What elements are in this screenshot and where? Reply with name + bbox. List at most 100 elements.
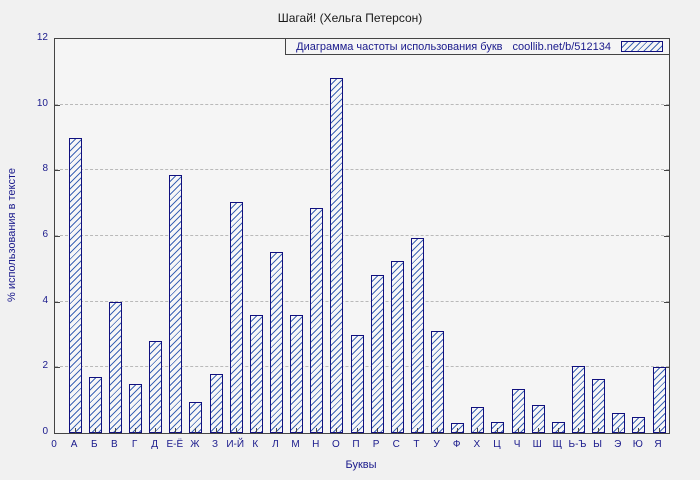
x-tick-label: С — [392, 439, 400, 450]
y-tick-label: 2 — [42, 360, 48, 372]
x-tick-mark — [598, 428, 600, 433]
bar — [350, 334, 364, 433]
x-tick-mark — [74, 428, 76, 433]
bar — [129, 383, 143, 433]
x-tick-label: А — [70, 439, 78, 450]
x-origin-label: 0 — [51, 439, 57, 450]
x-tick-label: З — [212, 439, 219, 450]
x-tick-mark — [336, 428, 338, 433]
bar — [390, 260, 404, 433]
y-tick-mark — [55, 367, 60, 369]
x-tick-mark — [416, 428, 418, 433]
x-tick-mark — [557, 428, 559, 433]
x-tick-mark — [195, 428, 197, 433]
y-tick-mark — [664, 301, 669, 303]
bar — [269, 252, 283, 433]
x-tick-mark — [638, 428, 640, 433]
x-tick-mark — [94, 428, 96, 433]
x-tick-mark — [316, 428, 318, 433]
x-tick-mark — [215, 428, 217, 433]
gridline — [55, 169, 669, 171]
x-tick-label: Г — [131, 439, 138, 450]
x-tick-label: М — [291, 439, 300, 450]
y-tick-mark — [55, 236, 60, 237]
y-tick-mark — [55, 170, 60, 172]
bar — [108, 301, 122, 433]
x-axis-label: Буквы — [345, 459, 377, 471]
y-tick-label: 0 — [42, 426, 48, 437]
bar — [370, 275, 384, 433]
x-tick-label: Ш — [532, 439, 542, 450]
bar — [592, 378, 606, 433]
x-tick-label: К — [252, 439, 259, 450]
bar — [68, 137, 82, 433]
bar — [209, 373, 223, 433]
gridline — [55, 300, 669, 302]
gridline — [55, 103, 669, 105]
x-tick-mark — [356, 428, 358, 433]
x-tick-mark — [175, 428, 177, 433]
x-tick-mark — [376, 428, 378, 433]
chart-title: Шагай! (Хельга Петерсон) — [277, 11, 423, 25]
x-tick-label: Е-Ё — [166, 439, 184, 450]
x-tick-mark — [457, 428, 459, 433]
y-tick-mark — [664, 170, 669, 172]
x-tick-label: Ы — [593, 439, 603, 450]
x-tick-mark — [658, 428, 660, 433]
x-tick-label: Я — [654, 439, 662, 450]
x-tick-mark — [255, 428, 257, 433]
x-tick-label: Т — [413, 439, 420, 450]
x-tick-label: Щ — [552, 439, 563, 450]
legend-label: Диаграмма частоты использования букв — [296, 40, 503, 53]
plot-area: Диаграмма частоты использования букв coo… — [54, 38, 670, 434]
bar — [149, 341, 163, 433]
x-tick-label: Р — [372, 439, 380, 450]
x-tick-mark — [396, 428, 398, 433]
x-tick-mark — [517, 428, 519, 433]
x-tick-mark — [155, 428, 157, 433]
x-tick-label: Ь-Ъ — [568, 439, 587, 450]
legend: Диаграмма частоты использования букв coo… — [285, 39, 669, 55]
x-tick-label: Ф — [452, 439, 461, 450]
y-tick-label: 12 — [36, 32, 48, 43]
bar — [511, 388, 525, 433]
x-tick-label: И-Й — [226, 439, 245, 450]
x-tick-label: Л — [272, 439, 279, 450]
y-tick-mark — [664, 367, 669, 369]
bar — [310, 208, 324, 433]
x-tick-mark — [577, 428, 579, 433]
x-tick-mark — [296, 428, 298, 433]
bar — [330, 78, 344, 433]
y-tick-mark — [55, 104, 60, 106]
x-tick-label: Ц — [493, 439, 501, 450]
x-tick-label: Б — [90, 439, 98, 450]
bar — [249, 314, 263, 433]
x-tick-mark — [497, 428, 499, 433]
x-tick-label: Ж — [190, 439, 200, 450]
x-tick-label: Ч — [513, 439, 521, 450]
x-tick-label: У — [433, 439, 440, 450]
x-tick-label: Э — [614, 439, 622, 450]
y-tick-mark — [55, 301, 60, 303]
bar — [471, 406, 485, 433]
x-tick-mark — [275, 428, 277, 433]
x-tick-label: Ю — [632, 439, 643, 450]
bar — [229, 201, 243, 433]
bar — [169, 175, 183, 433]
y-tick-label: 8 — [42, 163, 48, 175]
x-tick-label: О — [331, 439, 340, 450]
legend-swatch — [621, 41, 663, 52]
x-tick-label: Д — [151, 439, 159, 450]
x-tick-mark — [135, 428, 137, 433]
bar — [571, 365, 585, 433]
bar — [290, 314, 304, 433]
x-tick-mark — [437, 428, 439, 433]
bar — [88, 377, 102, 433]
x-tick-label: П — [352, 439, 360, 450]
y-tick-label: 6 — [42, 229, 48, 240]
x-tick-label: Х — [473, 439, 481, 450]
x-tick-label: Н — [312, 439, 320, 450]
x-tick-mark — [235, 428, 237, 433]
x-tick-mark — [537, 428, 539, 433]
